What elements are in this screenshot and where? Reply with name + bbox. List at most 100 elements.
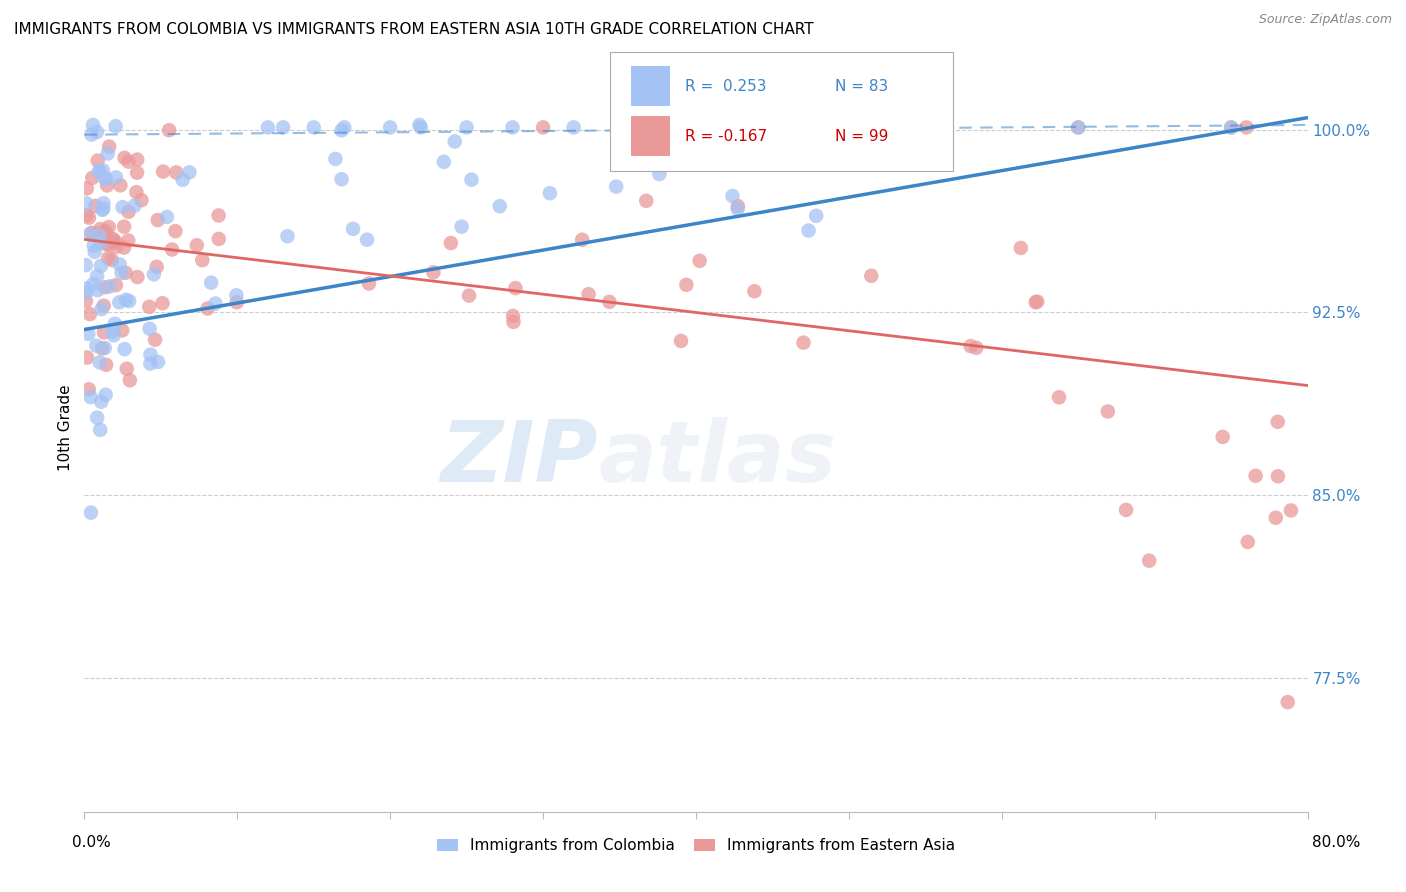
Point: [104, 170, 127, 185]
Point: [165, 224, 187, 238]
Point: [1067, 120, 1090, 135]
Point: [191, 253, 214, 268]
Point: [443, 135, 465, 149]
Point: [97, 146, 120, 161]
Point: [86, 339, 108, 353]
Point: [90, 259, 112, 273]
Point: [1212, 430, 1234, 444]
Point: [1010, 241, 1032, 255]
Point: [118, 293, 141, 308]
Point: [90, 394, 112, 409]
Point: [502, 315, 524, 329]
Text: N = 99: N = 99: [835, 128, 889, 144]
Point: [82, 170, 104, 185]
Text: ZIP: ZIP: [440, 417, 598, 500]
Point: [408, 118, 430, 132]
Point: [143, 333, 166, 347]
Point: [83, 238, 105, 252]
Point: [571, 233, 593, 247]
Point: [538, 186, 561, 201]
Point: [276, 229, 298, 244]
Point: [689, 253, 711, 268]
Point: [98, 279, 121, 293]
Point: [330, 123, 353, 137]
Text: N = 83: N = 83: [835, 78, 889, 94]
Point: [98, 139, 121, 153]
Point: [90, 301, 112, 316]
Point: [104, 119, 127, 133]
Point: [86, 125, 108, 139]
Point: [94, 224, 117, 238]
Point: [1026, 294, 1049, 309]
Point: [422, 265, 444, 279]
Point: [117, 204, 139, 219]
Text: 80.0%: 80.0%: [1312, 836, 1360, 850]
Point: [127, 153, 149, 167]
Point: [86, 410, 108, 425]
Point: [112, 241, 135, 255]
Point: [115, 361, 138, 376]
Point: [797, 223, 820, 237]
Point: [97, 238, 120, 252]
Y-axis label: 10th Grade: 10th Grade: [58, 384, 73, 472]
Point: [502, 120, 524, 135]
Point: [380, 120, 402, 135]
Point: [89, 222, 111, 236]
Point: [138, 321, 160, 335]
Point: [721, 189, 744, 203]
Point: [104, 235, 127, 249]
Point: [79, 227, 101, 241]
Point: [112, 219, 135, 234]
Point: [93, 202, 115, 216]
Point: [127, 270, 149, 285]
Point: [142, 268, 165, 282]
Point: [94, 341, 117, 355]
Point: [77, 211, 100, 225]
Point: [675, 277, 697, 292]
Text: IMMIGRANTS FROM COLOMBIA VS IMMIGRANTS FROM EASTERN ASIA 10TH GRADE CORRELATION : IMMIGRANTS FROM COLOMBIA VS IMMIGRANTS F…: [14, 22, 814, 37]
Point: [91, 342, 114, 356]
Point: [488, 199, 510, 213]
Point: [79, 390, 101, 404]
Text: Source: ZipAtlas.com: Source: ZipAtlas.com: [1258, 13, 1392, 27]
Point: [80, 226, 103, 240]
Point: [82, 277, 104, 291]
Point: [1137, 554, 1160, 568]
Point: [125, 185, 148, 199]
Point: [179, 165, 201, 179]
Point: [75, 285, 97, 300]
Point: [1047, 390, 1070, 404]
Point: [103, 232, 125, 246]
Point: [1220, 120, 1243, 135]
Point: [342, 222, 364, 236]
Point: [146, 355, 169, 369]
Point: [86, 283, 108, 297]
Point: [138, 300, 160, 314]
Point: [330, 172, 353, 186]
Point: [257, 120, 280, 135]
Point: [225, 288, 247, 302]
Point: [114, 266, 136, 280]
Point: [1236, 534, 1258, 549]
Point: [89, 164, 111, 178]
Point: [1244, 468, 1267, 483]
Point: [207, 209, 229, 223]
Point: [118, 373, 141, 387]
Point: [860, 268, 883, 283]
Point: [959, 339, 981, 353]
Point: [811, 118, 834, 132]
Point: [93, 326, 115, 340]
Point: [456, 120, 478, 135]
Point: [1067, 120, 1090, 135]
Point: [356, 233, 378, 247]
Point: [208, 232, 231, 246]
Point: [97, 251, 120, 265]
Point: [172, 173, 194, 187]
Point: [914, 120, 936, 135]
Point: [669, 334, 692, 348]
Point: [165, 165, 187, 179]
Point: [87, 153, 110, 168]
Point: [105, 240, 128, 254]
Point: [117, 154, 139, 169]
Legend: Immigrants from Colombia, Immigrants from Eastern Asia: Immigrants from Colombia, Immigrants fro…: [430, 832, 962, 859]
